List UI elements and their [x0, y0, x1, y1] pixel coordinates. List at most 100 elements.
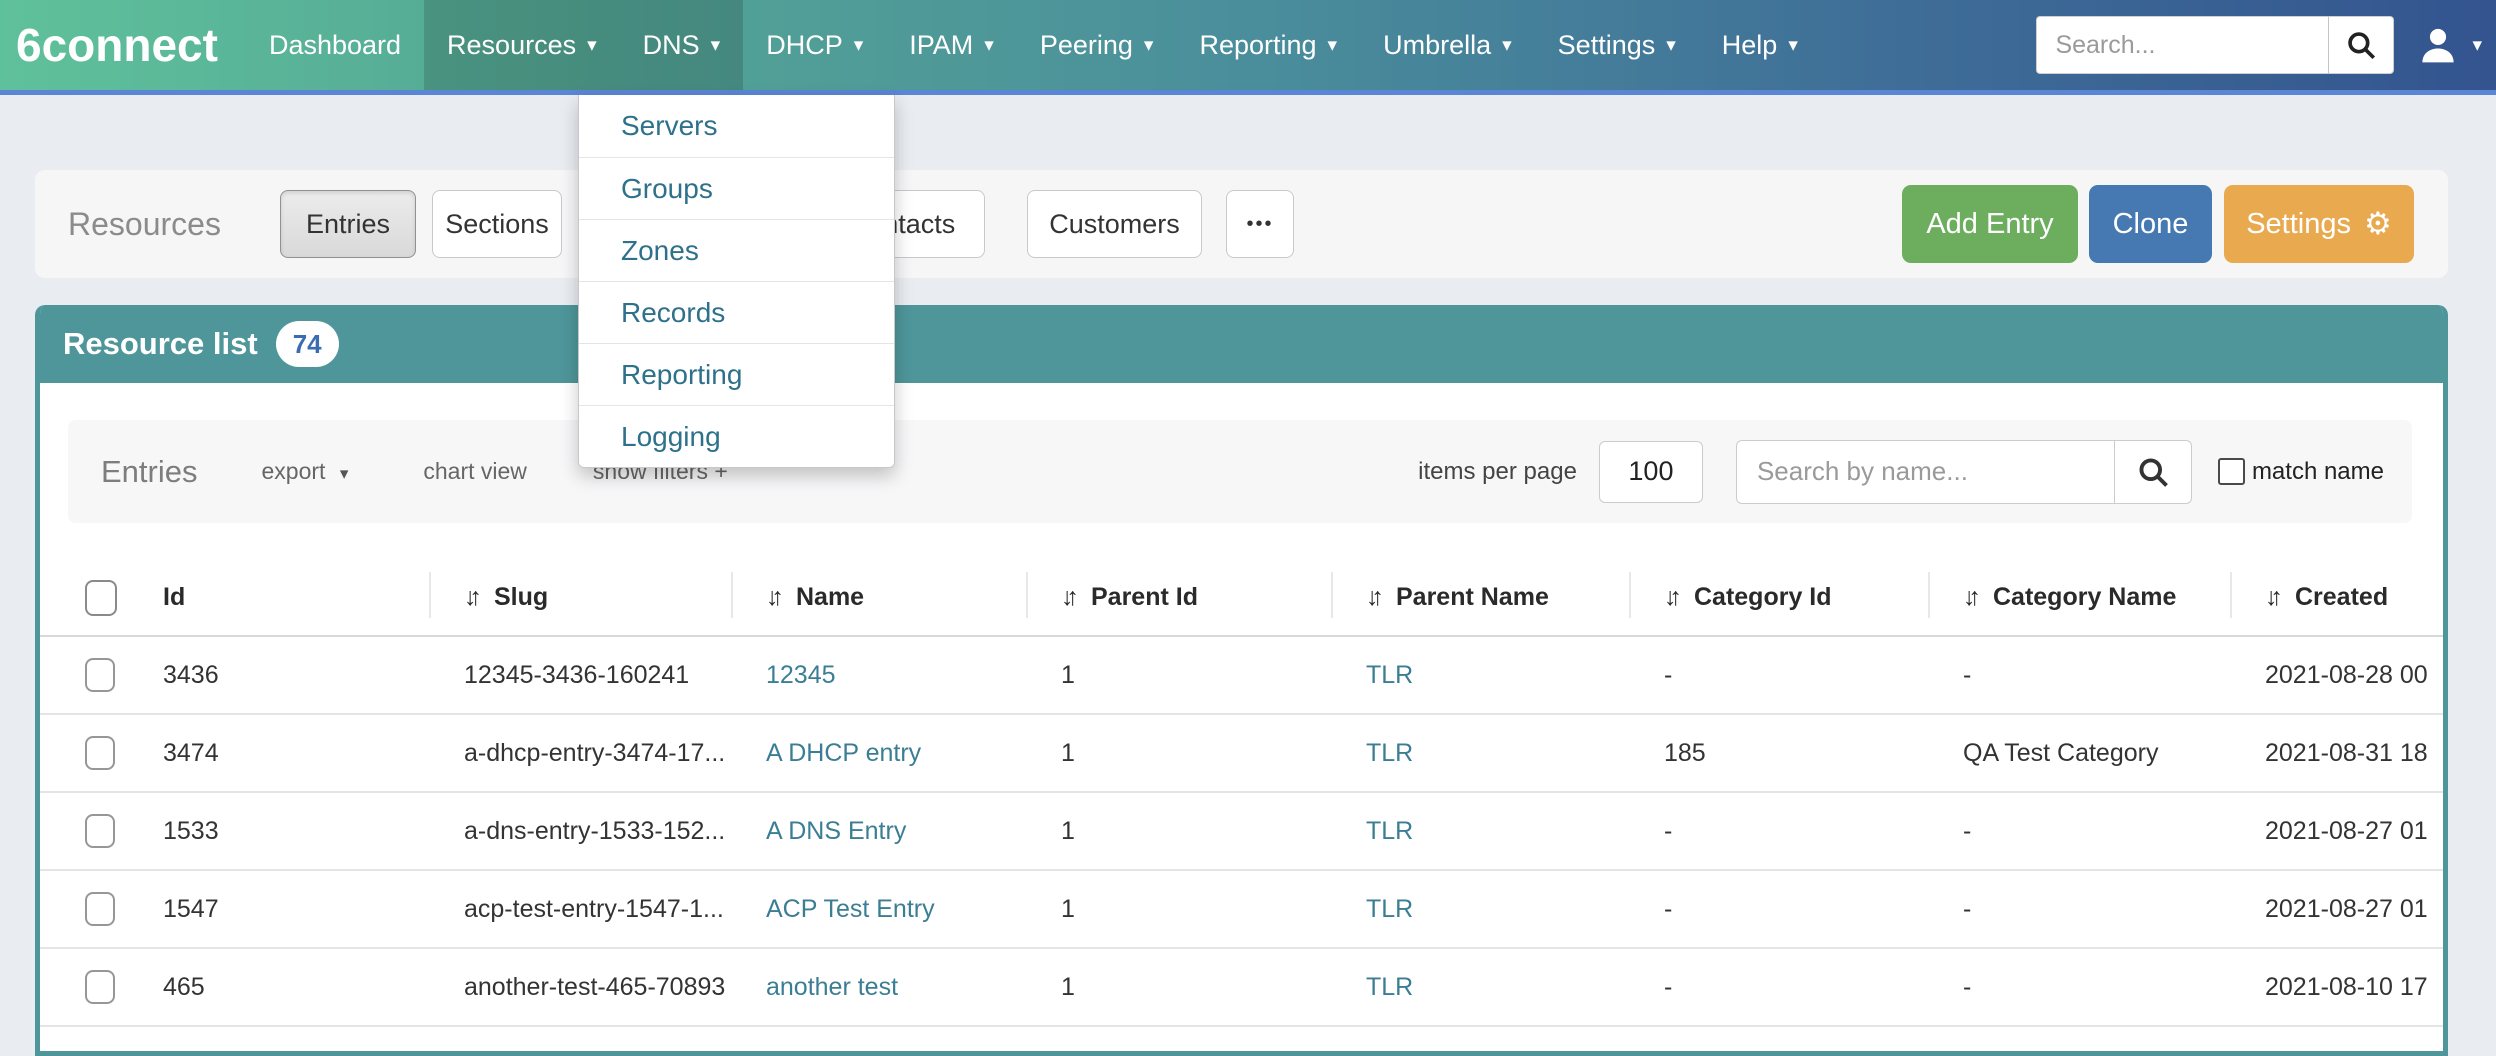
parent-link[interactable]: TLR — [1366, 894, 1414, 923]
column-header-parent-name[interactable]: ↓↑ Parent Name — [1331, 560, 1629, 635]
more-tabs-button[interactable]: ••• — [1226, 190, 1294, 258]
resource-list-card: Resource list 74 Entries export ▾ chart … — [35, 305, 2448, 1056]
menu-item-servers[interactable]: Servers — [579, 95, 894, 157]
nav-item-peering[interactable]: Peering ▾ — [1039, 29, 1154, 60]
cell-parent-id: 1 — [1061, 738, 1075, 767]
search-icon — [2344, 28, 2378, 62]
cell-parent-id: 1 — [1061, 972, 1075, 1001]
cell-id: 3436 — [163, 660, 219, 689]
cell-slug: 12345-3436-160241 — [464, 660, 690, 689]
menu-item-records[interactable]: Records — [579, 281, 894, 343]
sort-icon: ↓↑ — [1061, 583, 1079, 611]
resource-list-header: Resource list 74 — [40, 305, 2443, 383]
row-checkbox[interactable] — [85, 970, 115, 1004]
table-row: 3436 12345-3436-160241 12345 1 TLR - - 2… — [40, 637, 2443, 715]
column-header-slug[interactable]: ↓↑ Slug — [429, 560, 731, 635]
gear-icon: ⚙ — [2364, 206, 2392, 241]
items-per-page-label: items per page — [1418, 457, 1577, 485]
match-name-checkbox[interactable] — [2217, 458, 2245, 485]
column-header-parent-id[interactable]: ↓↑ Parent Id — [1026, 560, 1331, 635]
select-all-checkbox[interactable] — [85, 579, 117, 616]
menu-item-groups[interactable]: Groups — [579, 157, 894, 219]
clone-button[interactable]: Clone — [2089, 185, 2212, 263]
toolbar-right: items per page match name — [1418, 439, 2384, 504]
ellipsis-icon: ••• — [1246, 212, 1274, 235]
row-checkbox[interactable] — [85, 892, 115, 926]
table-row: 1533 a-dns-entry-1533-152... A DNS Entry… — [40, 793, 2443, 871]
resource-list-body: Entries export ▾ chart view show filters… — [40, 383, 2443, 1051]
row-checkbox[interactable] — [85, 814, 115, 848]
menu-item-logging[interactable]: Logging — [579, 405, 894, 467]
top-navbar: 6connect Dashboard Resources ▾ DNS ▾ DHC… — [0, 0, 2496, 95]
cell-id: 1547 — [163, 894, 219, 923]
nav-item-umbrella[interactable]: Umbrella ▾ — [1383, 29, 1512, 60]
global-search-input[interactable] — [2036, 16, 2329, 74]
nav-item-dns[interactable]: DNS ▾ — [619, 0, 744, 90]
chevron-down-icon: ▾ — [2472, 34, 2482, 56]
name-search-input[interactable] — [1735, 439, 2114, 504]
nav-item-settings[interactable]: Settings ▾ — [1557, 29, 1676, 60]
entries-toolbar: Entries export ▾ chart view show filters… — [68, 420, 2412, 523]
sort-icon: ↓↑ — [1664, 583, 1682, 611]
menu-item-zones[interactable]: Zones — [579, 219, 894, 281]
nav-item-resources[interactable]: Resources ▾ — [424, 0, 620, 90]
resource-link[interactable]: A DNS Entry — [766, 816, 907, 845]
chevron-down-icon: ▾ — [1327, 34, 1338, 56]
items-per-page-input[interactable] — [1598, 440, 1703, 503]
cell-created: 2021-08-27 01 — [2265, 816, 2428, 845]
parent-link[interactable]: TLR — [1366, 660, 1414, 689]
cell-slug: acp-test-entry-1547-1... — [464, 894, 724, 923]
nav-item-reporting[interactable]: Reporting ▾ — [1199, 29, 1338, 60]
chevron-down-icon: ▾ — [984, 34, 994, 56]
resource-link[interactable]: ACP Test Entry — [766, 894, 935, 923]
cell-parent-id: 1 — [1061, 660, 1075, 689]
nav-item-dashboard[interactable]: Dashboard — [268, 29, 402, 60]
table-row: 465 another-test-465-70893 another test … — [40, 949, 2443, 1027]
match-name-label: match name — [2251, 457, 2384, 485]
panel-title: Resource list — [63, 326, 258, 361]
column-header-name[interactable]: ↓↑ Name — [731, 560, 1026, 635]
sort-icon: ↓↑ — [1366, 583, 1384, 611]
column-header-id[interactable]: Id — [163, 583, 186, 611]
parent-link[interactable]: TLR — [1366, 738, 1414, 767]
column-header-created[interactable]: ↓↑ Created — [2230, 560, 2443, 635]
chart-view-link[interactable]: chart view — [423, 458, 527, 484]
cell-id: 1533 — [163, 816, 219, 845]
name-search-button[interactable] — [2113, 439, 2192, 504]
resource-link[interactable]: A DHCP entry — [766, 738, 922, 767]
export-menu[interactable]: export ▾ — [261, 458, 349, 484]
global-search — [2036, 16, 2395, 74]
nav-item-ipam[interactable]: IPAM ▾ — [909, 29, 994, 60]
user-menu[interactable]: ▾ — [2416, 23, 2482, 67]
resource-link[interactable]: 12345 — [766, 660, 836, 689]
user-icon — [2416, 23, 2460, 67]
table-row: 1547 acp-test-entry-1547-1... ACP Test E… — [40, 871, 2443, 949]
settings-button[interactable]: Settings ⚙ — [2224, 185, 2414, 263]
nav-item-help[interactable]: Help ▾ — [1721, 29, 1798, 60]
row-checkbox[interactable] — [85, 658, 115, 692]
parent-link[interactable]: TLR — [1366, 816, 1414, 845]
global-search-button[interactable] — [2328, 16, 2395, 74]
cell-category-name: - — [1963, 816, 1972, 845]
cell-parent-id: 1 — [1061, 816, 1075, 845]
resource-link[interactable]: another test — [766, 972, 899, 1001]
cell-category-name: - — [1963, 972, 1972, 1001]
column-header-category-name[interactable]: ↓↑ Category Name — [1928, 560, 2230, 635]
page-title: Resources — [68, 205, 221, 242]
cell-created: 2021-08-27 01 — [2265, 894, 2428, 923]
tab-entries[interactable]: Entries — [280, 190, 416, 258]
nav-item-dhcp[interactable]: DHCP ▾ — [766, 29, 864, 60]
menu-item-reporting[interactable]: Reporting — [579, 343, 894, 405]
count-badge: 74 — [275, 321, 339, 367]
name-search — [1735, 439, 2192, 504]
add-entry-button[interactable]: Add Entry — [1902, 185, 2078, 263]
tab-sections[interactable]: Sections — [432, 190, 562, 258]
main-nav: Dashboard Resources ▾ DNS ▾ DHCP ▾ IPAM … — [246, 0, 1821, 90]
table-header-row: Id ↓↑ Slug ↓↑ Name ↓↑ Parent Id ↓↑ Paren… — [40, 560, 2443, 637]
column-header-category-id[interactable]: ↓↑ Category Id — [1629, 560, 1928, 635]
tab-customers[interactable]: Customers — [1027, 190, 1202, 258]
chevron-down-icon: ▾ — [339, 464, 349, 483]
parent-link[interactable]: TLR — [1366, 972, 1414, 1001]
chevron-down-icon: ▾ — [1143, 34, 1154, 56]
row-checkbox[interactable] — [85, 736, 115, 770]
